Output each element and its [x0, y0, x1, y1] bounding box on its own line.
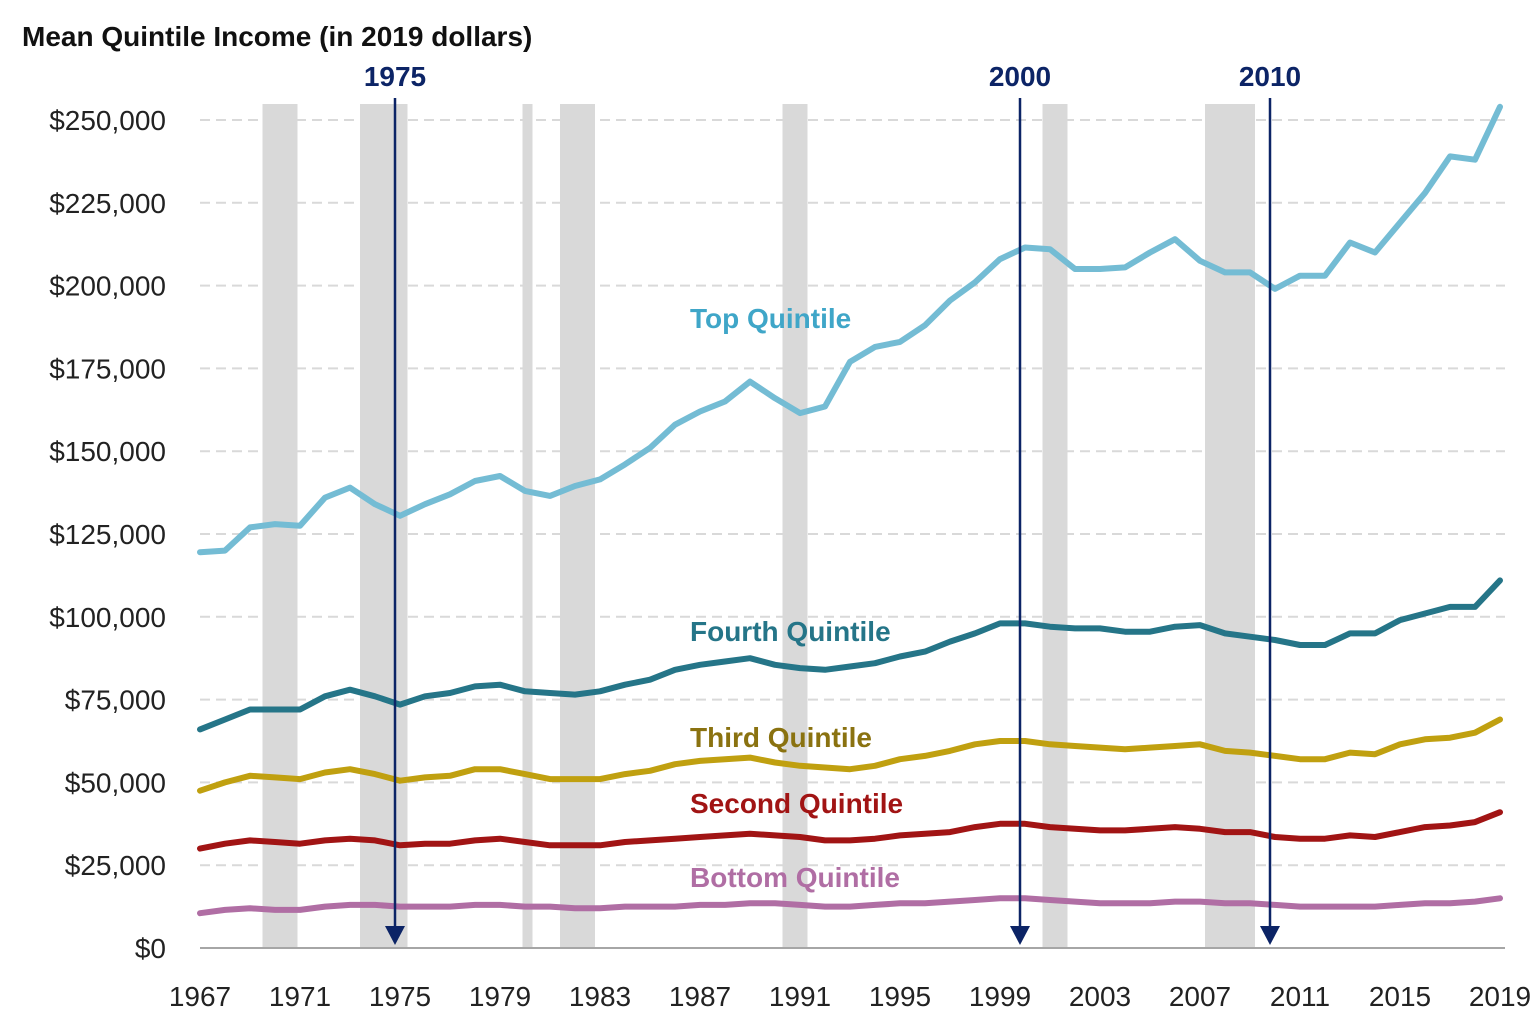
year-arrows: 1975 2000 2010: [364, 61, 1301, 945]
recession-band: [360, 104, 408, 948]
series-lines: [197, 103, 1503, 917]
arrow-label: 2000: [989, 61, 1051, 92]
x-tick-label: 2011: [1270, 981, 1330, 1012]
series-labels: Top Quintile Fourth Quintile Third Quintil…: [690, 303, 903, 893]
recession-bands: [262, 104, 1255, 948]
x-tick-label: 2003: [1069, 981, 1131, 1012]
x-tick-label: 1987: [669, 981, 731, 1012]
arrow-label: 1975: [364, 61, 426, 92]
y-tick-label: $0: [135, 933, 166, 964]
y-axis-ticks: $0 $25,000 $50,000 $75,000 $100,000 $125,000 $…: [49, 105, 166, 964]
y-tick-label: $250,000: [49, 105, 166, 136]
x-tick-label: 1971: [269, 981, 331, 1012]
recession-band: [1205, 104, 1255, 948]
series-line-fourth-quintile: [197, 577, 1503, 733]
recession-band: [522, 104, 533, 948]
recession-band: [560, 104, 595, 948]
series-line-third-quintile: [197, 716, 1503, 794]
y-tick-label: $100,000: [49, 602, 166, 633]
y-tick-label: $25,000: [65, 850, 166, 881]
x-tick-label: 1995: [869, 981, 931, 1012]
x-tick-label: 2015: [1369, 981, 1431, 1012]
recession-band: [1042, 104, 1068, 948]
chart-title: Mean Quintile Income (in 2019 dollars): [22, 21, 532, 52]
series-label: Bottom Quintile: [690, 862, 900, 893]
x-tick-label: 1967: [169, 981, 231, 1012]
recession-band: [782, 104, 808, 948]
y-tick-label: $175,000: [49, 353, 166, 384]
series-label: Top Quintile: [690, 303, 851, 334]
x-tick-label: 1975: [369, 981, 431, 1012]
y-tick-label: $225,000: [49, 188, 166, 219]
x-tick-label: 1979: [469, 981, 531, 1012]
y-tick-label: $150,000: [49, 436, 166, 467]
series-label: Fourth Quintile: [690, 616, 891, 647]
series-line-bottom-quintile: [197, 895, 1503, 917]
x-tick-label: 2007: [1169, 981, 1231, 1012]
x-axis-ticks: 1967 1971 1975 1979 1983 1987 1991 1995 1999 2003…: [169, 981, 1531, 1012]
arrow-head-icon: [1260, 926, 1280, 945]
y-tick-label: $50,000: [65, 767, 166, 798]
series-label: Third Quintile: [690, 722, 872, 753]
arrow-head-icon: [385, 926, 405, 945]
x-tick-label: 2019: [1469, 981, 1531, 1012]
y-tick-label: $200,000: [49, 271, 166, 302]
arrow-label: 2010: [1239, 61, 1301, 92]
arrow-head-icon: [1010, 926, 1030, 945]
y-tick-label: $75,000: [65, 685, 166, 716]
series-line-top-quintile: [197, 103, 1503, 556]
series-label: Second Quintile: [690, 788, 903, 819]
series-line-second-quintile: [197, 809, 1503, 852]
x-tick-label: 1991: [769, 981, 831, 1012]
x-tick-label: 1983: [569, 981, 631, 1012]
x-tick-label: 1999: [969, 981, 1031, 1012]
y-tick-label: $125,000: [49, 519, 166, 550]
